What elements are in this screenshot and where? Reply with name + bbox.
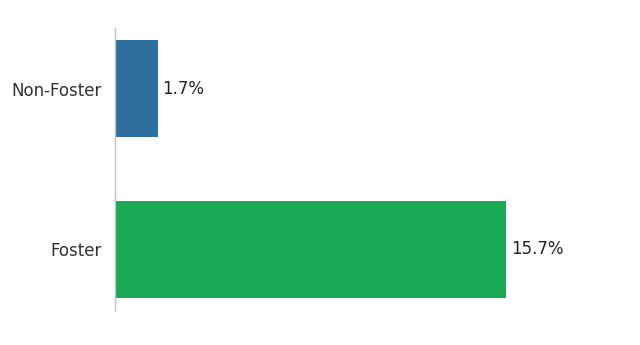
- Bar: [115, 40, 157, 137]
- Bar: [115, 201, 506, 298]
- Text: 15.7%: 15.7%: [511, 240, 563, 258]
- Text: 1.7%: 1.7%: [163, 80, 205, 98]
